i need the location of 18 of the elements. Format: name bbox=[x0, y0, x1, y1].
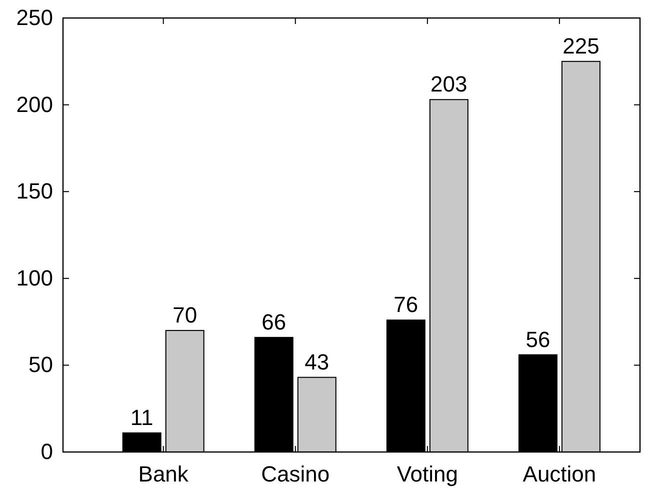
y-tick-label: 100 bbox=[16, 265, 53, 290]
data-label: 11 bbox=[130, 404, 154, 430]
y-tick-label: 50 bbox=[28, 352, 53, 378]
x-tick-label: Bank bbox=[138, 462, 190, 487]
data-label: 43 bbox=[304, 349, 330, 374]
y-tick-label: 150 bbox=[16, 178, 53, 204]
x-tick-label: Voting bbox=[396, 462, 458, 487]
y-tick-label: 250 bbox=[16, 5, 53, 30]
data-label: 76 bbox=[394, 292, 418, 318]
y-tick-label: 0 bbox=[40, 439, 53, 464]
data-label: 203 bbox=[430, 72, 468, 97]
data-label: 225 bbox=[562, 33, 600, 58]
x-tick-label: Auction bbox=[522, 462, 596, 487]
data-label: 70 bbox=[172, 302, 198, 328]
y-tick-label: 200 bbox=[16, 92, 53, 117]
data-label: 66 bbox=[262, 309, 286, 334]
x-tick-label: Casino bbox=[261, 462, 330, 487]
data-label: 56 bbox=[526, 326, 550, 352]
